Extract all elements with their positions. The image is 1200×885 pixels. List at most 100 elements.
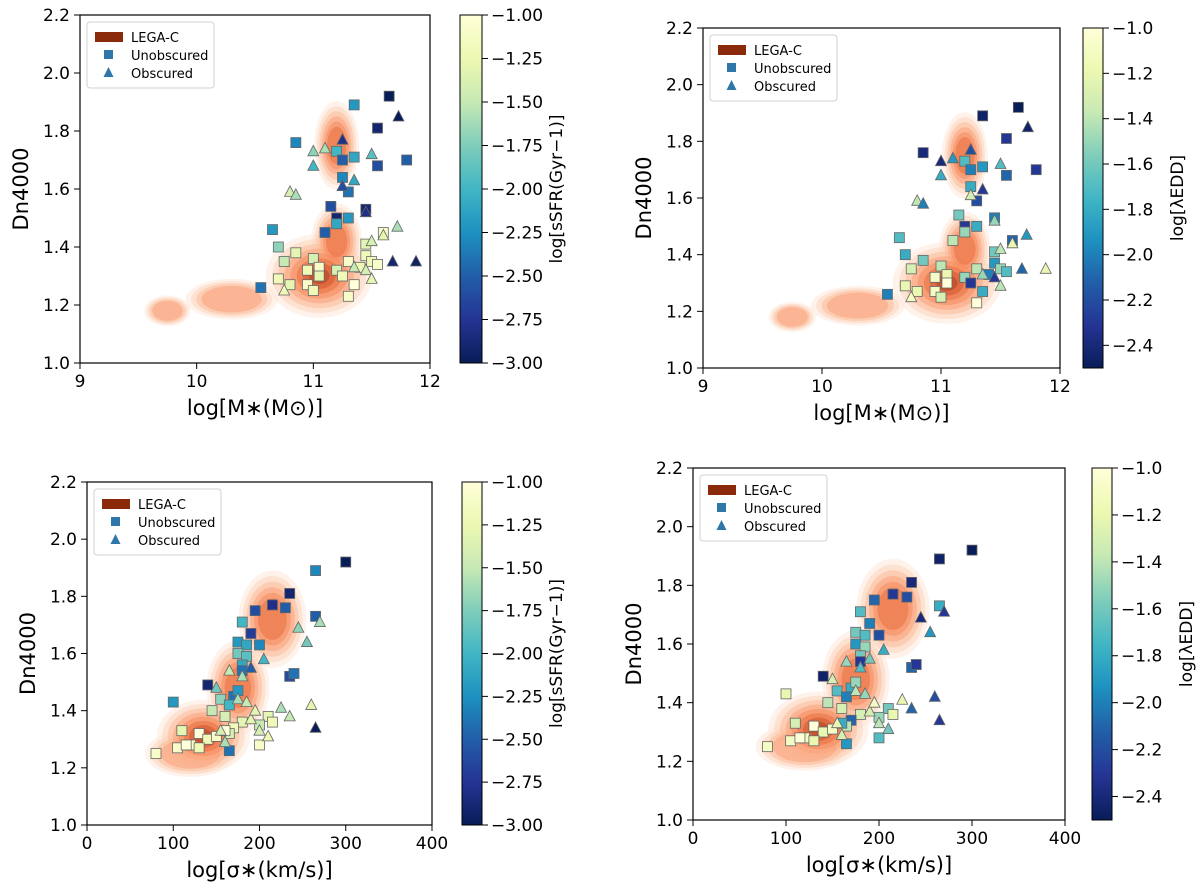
legend-square-marker [727,63,736,72]
unobscured-point [342,290,354,302]
y-tick-label: 2.2 [43,6,70,26]
colorbar-tick-label: −1.75 [491,137,543,157]
unobscured-point [215,693,227,705]
legend-label-lega-c: LEGA-C [138,498,186,513]
obscured-point [835,728,848,740]
obscured-point [210,680,223,693]
panel-p3: 0 100 200 300 400 1.0 1.2 1.4 1.6 1.8 2.0 2.2 log[σ∗… [16,473,567,882]
obscured-point [858,687,872,699]
obscured-point [300,635,314,647]
legend-square-marker [717,503,726,512]
colorbar-tick-label: −1.6 [1121,600,1162,620]
unobscured-point [267,224,278,236]
obscured-point [849,684,862,696]
unobscured-point [325,200,337,212]
unobscured-point [989,257,1000,269]
legend-label-obscured: Obscured [744,520,806,535]
colorbar-tick-label: −1.0 [1112,19,1153,39]
unobscured-point [899,280,911,292]
unobscured-point [254,639,265,651]
colorbar-label: log[λEDD] [1177,601,1197,687]
colorbar-tick-label: −2.50 [491,267,543,287]
colorbar-label: log[sSFR(Gyr−1)] [547,579,567,728]
obscured-point [309,720,322,733]
obscured-point [994,278,1007,291]
unobscured-point [827,723,838,735]
obscured-point [365,147,378,160]
points [255,90,423,302]
obscured-point [937,604,951,617]
obscured-point [946,151,960,164]
colorbar-tick-label: −1.6 [1112,155,1153,175]
colorbar-tick-label: −1.00 [491,6,543,26]
x-tick-label: 400 [416,834,448,854]
x-tick-label: 9 [698,377,709,397]
unobscured-point [873,629,885,641]
obscured-point [976,267,989,280]
unobscured-point [977,110,989,122]
y-tick-label: 2.0 [50,530,77,550]
unobscured-point [959,226,971,238]
obscured-point [1021,120,1035,133]
legend-lega-c-swatch [95,32,123,42]
unobscured-point [855,606,866,618]
colorbar-tick-label: −1.00 [491,473,543,493]
colorbar-tick-label: −1.8 [1112,200,1153,220]
obscured-point [386,254,399,267]
unobscured-point [331,264,343,276]
unobscured-point [383,90,395,102]
obscured-point [928,689,941,702]
unobscured-point [249,605,261,617]
x-axis-label: log[σ∗(km/s)] [186,858,332,882]
unobscured-point [302,264,313,276]
legend-label-unobscured: Unobscured [754,62,831,77]
obscured-point [244,712,258,725]
unobscured-point [288,668,300,679]
points [150,556,352,759]
obscured-point [830,716,844,729]
colorbar-tick-label: −3.00 [491,816,543,836]
unobscured-point [310,565,321,577]
obscured-point [348,260,361,273]
obscured-point [377,228,390,241]
obscured-point [826,672,839,685]
density-level-5 [258,598,287,640]
obscured-point [916,196,930,209]
y-tick-label: 2.0 [656,518,683,538]
unobscured-point [971,220,983,232]
obscured-point [283,709,296,722]
unobscured-point [1001,133,1012,144]
obscured-point [872,716,886,729]
unobscured-point [278,256,290,267]
colorbar-tick-label: −2.25 [491,687,543,707]
colorbar-label: log[λEDD] [1168,155,1188,241]
unobscured-point [331,218,343,230]
obscured-point [223,663,236,676]
x-tick-label: 10 [186,372,208,392]
unobscured-point [831,685,843,697]
unobscured-point [841,691,852,703]
colorbar-tick-label: −2.2 [1112,291,1153,311]
obscured-point [336,132,349,145]
unobscured-point [372,258,383,270]
unobscured-point [929,271,941,283]
points [762,544,978,753]
colorbar-tick-label: −1.8 [1121,647,1162,667]
obscured-point [359,205,372,218]
unobscured-point [893,232,905,244]
obscured-point [244,660,258,673]
unobscured-point [1012,101,1024,113]
legend-triangle-marker [110,534,121,544]
y-tick-label: 2.0 [666,76,693,96]
unobscured-point [272,273,284,285]
y-tick-label: 1.2 [50,759,77,779]
obscured-point [336,179,349,192]
obscured-point [1020,227,1033,240]
unobscured-point [193,742,205,754]
x-tick-label: 200 [863,829,895,849]
colorbar [1082,27,1104,369]
unobscured-point [836,703,848,714]
y-tick-label: 2.2 [50,473,77,493]
legend-label-unobscured: Unobscured [138,516,215,531]
unobscured-point [272,241,284,253]
